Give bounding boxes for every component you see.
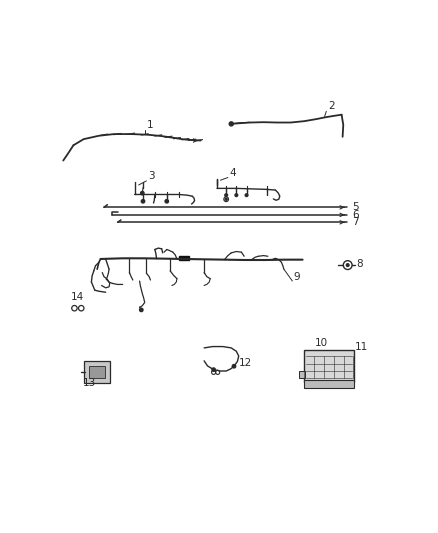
FancyBboxPatch shape [299,370,305,378]
Circle shape [232,365,236,368]
Text: 5: 5 [353,203,359,212]
Text: 12: 12 [239,358,252,368]
Text: 1: 1 [146,120,153,130]
Circle shape [225,198,227,200]
FancyBboxPatch shape [304,380,354,387]
Text: 13: 13 [83,378,96,388]
Circle shape [140,308,143,312]
Text: 4: 4 [230,167,236,177]
Circle shape [165,199,169,203]
FancyBboxPatch shape [88,366,105,378]
Circle shape [235,194,238,197]
Circle shape [346,264,349,266]
Circle shape [225,194,227,197]
Text: 2: 2 [328,101,335,111]
Text: 7: 7 [353,217,359,227]
Text: 11: 11 [355,342,368,352]
Text: 8: 8 [356,259,363,269]
Circle shape [141,199,145,203]
Circle shape [212,368,215,372]
Text: 10: 10 [314,338,328,348]
Text: 6: 6 [353,210,359,220]
Text: 9: 9 [293,272,300,282]
FancyBboxPatch shape [84,361,110,383]
Text: 14: 14 [71,292,84,302]
Circle shape [245,194,248,197]
FancyBboxPatch shape [304,350,354,382]
Circle shape [141,191,144,195]
Text: 3: 3 [148,171,155,181]
Circle shape [229,122,233,126]
FancyBboxPatch shape [179,256,189,260]
